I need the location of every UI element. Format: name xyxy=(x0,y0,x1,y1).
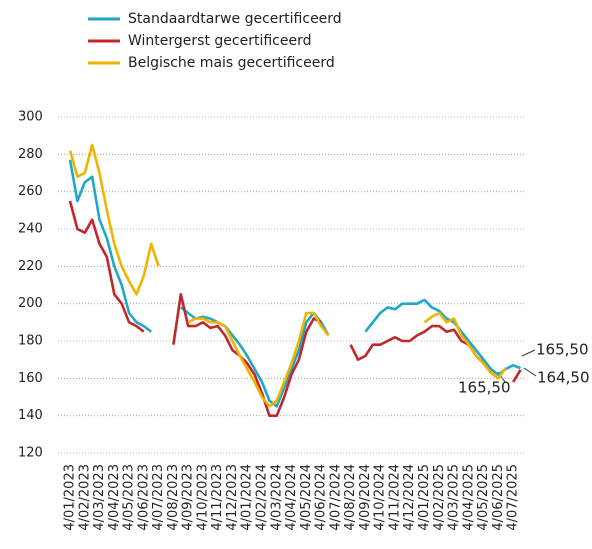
line-series xyxy=(68,159,521,408)
y-tick-label: 260 xyxy=(18,184,43,199)
x-tick-label: 4/04/2023 xyxy=(107,464,122,531)
x-tick-label: 4/01/2024 xyxy=(240,464,255,531)
y-tick-label: 280 xyxy=(18,147,43,162)
y-tick-label: 140 xyxy=(18,408,43,423)
x-tick-label: 4/03/2023 xyxy=(92,464,107,531)
x-tick-label: 4/12/2024 xyxy=(402,464,417,531)
y-tick-label: 200 xyxy=(18,296,43,311)
x-tick-label: 4/06/2024 xyxy=(314,464,329,531)
x-tick-label: 4/02/2023 xyxy=(77,464,92,531)
x-tick-label: 4/09/2023 xyxy=(181,464,196,531)
y-tick-label: 120 xyxy=(18,446,43,461)
legend-label: Standaardtarwe gecertificeerd xyxy=(128,11,342,27)
x-tick-label: 4/03/2025 xyxy=(447,464,462,531)
x-tick-label: 4/02/2024 xyxy=(255,464,270,531)
annotation: 165,50 xyxy=(458,379,511,397)
line-series xyxy=(68,143,507,408)
x-tick-label: 4/05/2025 xyxy=(476,464,491,531)
y-tick-label: 180 xyxy=(18,334,43,349)
legend-label: Belgische mais gecertificeerd xyxy=(128,55,335,71)
x-tick-label: 4/10/2024 xyxy=(373,464,388,531)
leader-line xyxy=(523,367,537,377)
x-tick-label: 4/04/2025 xyxy=(461,464,476,531)
x-tick-label: 4/03/2024 xyxy=(269,464,284,531)
x-tick-label: 4/06/2025 xyxy=(491,464,506,531)
x-tick-label: 4/01/2023 xyxy=(63,464,78,531)
x-tick-label: 4/10/2023 xyxy=(195,464,210,531)
x-tick-label: 4/08/2023 xyxy=(166,464,181,531)
x-tick-label: 4/11/2023 xyxy=(210,464,225,531)
legend-label: Wintergerst gecertificeerd xyxy=(128,33,311,49)
y-tick-label: 240 xyxy=(18,222,43,237)
x-tick-label: 4/05/2024 xyxy=(299,464,314,531)
leader-line xyxy=(521,349,536,357)
x-tick-label: 4/07/2025 xyxy=(506,464,521,531)
x-tick-label: 4/07/2023 xyxy=(151,464,166,531)
x-tick-label: 4/06/2023 xyxy=(136,464,151,531)
annotation: 165,50 xyxy=(536,341,589,359)
annotation: 164,50 xyxy=(537,369,590,387)
line-series xyxy=(68,200,522,417)
x-tick-label: 4/09/2024 xyxy=(358,464,373,531)
x-tick-label: 4/01/2025 xyxy=(417,464,432,531)
y-tick-label: 160 xyxy=(18,371,43,386)
y-tick-label: 220 xyxy=(18,259,43,274)
y-tick-label: 300 xyxy=(18,110,43,125)
x-tick-label: 4/11/2024 xyxy=(387,464,402,531)
x-tick-label: 4/04/2024 xyxy=(284,464,299,531)
x-tick-label: 4/12/2023 xyxy=(225,464,240,531)
x-tick-label: 4/02/2025 xyxy=(432,464,447,531)
x-tick-label: 4/07/2024 xyxy=(328,464,343,531)
x-tick-label: 4/08/2024 xyxy=(343,464,358,531)
x-tick-label: 4/05/2023 xyxy=(122,464,137,531)
